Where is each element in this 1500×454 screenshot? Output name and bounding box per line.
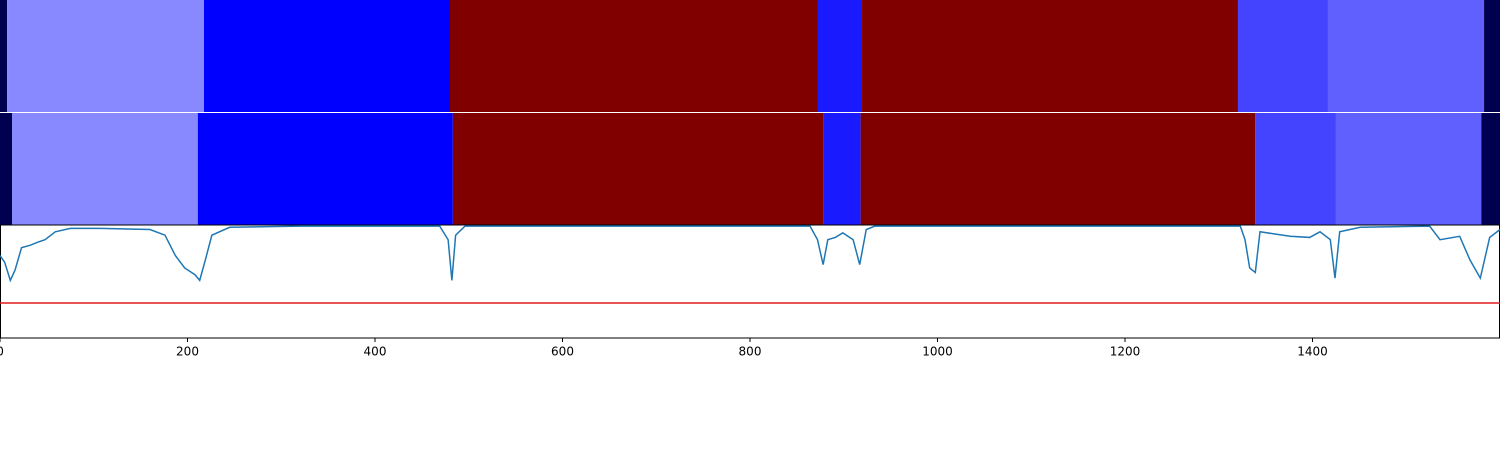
segment [862,0,1238,112]
segment [12,113,198,225]
axes-frame [0,224,1500,339]
segment [452,113,824,225]
segment [450,0,818,112]
segment [7,0,204,112]
x-tick-label: 1000 [922,345,953,359]
x-tick-label: 400 [364,345,387,359]
x-tick-label: 1200 [1110,345,1141,359]
segment [1237,0,1328,112]
segment [1255,113,1336,225]
segment [204,0,450,112]
x-tick-label: 1400 [1297,345,1328,359]
x-tick-label: 200 [176,345,199,359]
segment [1327,0,1485,112]
x-tick-label: 0 [0,345,4,359]
x-tick-label: 600 [551,345,574,359]
x-tick-label: 800 [739,345,762,359]
segment [197,113,453,225]
segment [1484,0,1500,112]
segment [1481,113,1500,225]
segment [1335,113,1482,225]
segment [817,0,863,112]
segment [860,113,1256,225]
segment [823,113,861,225]
segment [0,0,8,112]
segment [0,113,12,225]
line [0,225,1500,283]
